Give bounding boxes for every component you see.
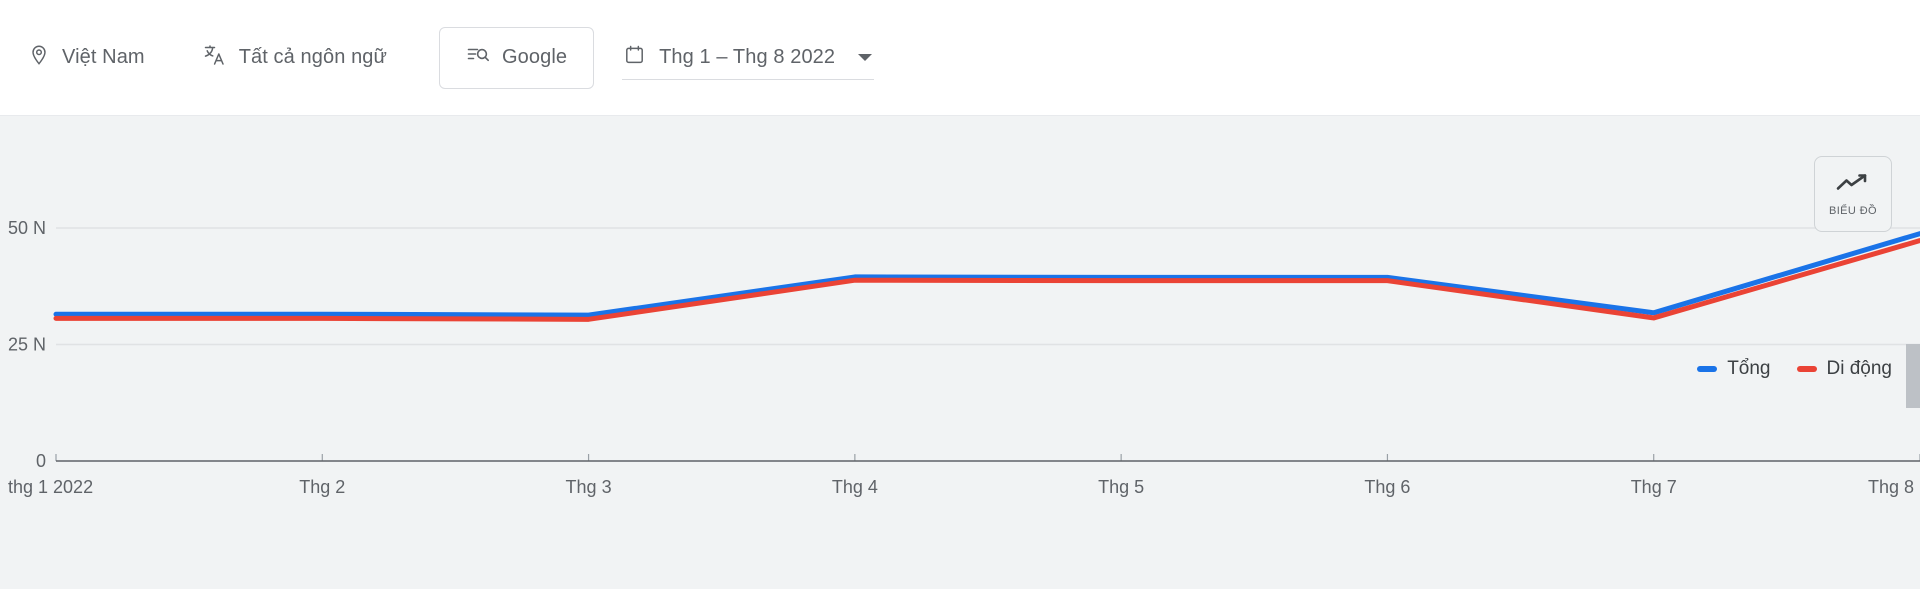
x-axis-labels: thg 1 2022 Thg 2 Thg 3 Thg 4 Thg 5 Thg 6 Thg 7… (8, 477, 1914, 497)
x-axis-ticks (55, 454, 1920, 461)
language-filter[interactable]: Tất cả ngôn ngữ (203, 38, 387, 78)
calendar-icon (624, 44, 645, 71)
chevron-down-icon[interactable] (858, 53, 873, 61)
x-axis-label: Thg 3 (566, 477, 612, 497)
chart-panel: 0 25 N 50 N thg 1 2022 Thg 2 Thg 3 Thg 4 Thg 5… (0, 116, 1920, 589)
y-axis-label: 50 N (8, 218, 46, 238)
x-axis-label: Thg 6 (1364, 477, 1410, 497)
x-axis-label: Thg 8 (1868, 477, 1914, 497)
series-lines (53, 231, 1920, 322)
date-range-filter[interactable]: Thg 1 – Thg 8 2022 (622, 36, 875, 80)
x-axis-label: Thg 5 (1098, 477, 1144, 497)
series-line-Di động (53, 238, 1920, 322)
chart-type-label: BIỂU ĐỒ (1828, 205, 1878, 217)
chart-legend: Tổng Di động (1697, 358, 1892, 380)
legend-item-total[interactable]: Tổng (1697, 358, 1771, 380)
source-filter-label: Google (502, 46, 568, 68)
source-filter[interactable]: Google (439, 26, 595, 89)
search-list-icon (466, 43, 490, 73)
series-line-Tổng (53, 231, 1920, 318)
vertical-scrollbar-thumb[interactable] (1906, 344, 1920, 408)
y-axis-label: 0 (36, 451, 46, 471)
y-axis-labels: 0 25 N 50 N (8, 218, 46, 471)
legend-label-mobile: Di động (1826, 358, 1893, 379)
region-filter-label: Việt Nam (62, 46, 145, 68)
translate-icon (203, 43, 227, 73)
chart-type-button[interactable]: BIỂU ĐỒ (1814, 156, 1892, 232)
line-chart-icon (1836, 171, 1870, 200)
x-axis-label: thg 1 2022 (8, 477, 93, 497)
x-axis-label: Thg 4 (832, 477, 878, 497)
trends-line-chart: 0 25 N 50 N thg 1 2022 Thg 2 Thg 3 Thg 4 Thg 5… (8, 218, 1920, 497)
legend-swatch-total (1697, 366, 1718, 372)
gridlines (56, 227, 1920, 346)
legend-item-mobile[interactable]: Di động (1796, 358, 1893, 380)
language-filter-label: Tất cả ngôn ngữ (238, 46, 388, 68)
filter-bar: Việt Nam Tất cả ngôn ngữ Google (0, 0, 1920, 116)
region-filter[interactable]: Việt Nam (28, 38, 145, 78)
x-axis-label: Thg 7 (1631, 477, 1677, 497)
legend-label-total: Tổng (1727, 358, 1771, 379)
x-axis-label: Thg 2 (299, 477, 345, 497)
legend-swatch-mobile (1796, 366, 1817, 372)
y-axis-label: 25 N (8, 335, 46, 355)
date-range-label: Thg 1 – Thg 8 2022 (659, 45, 836, 68)
location-pin-icon (28, 44, 50, 72)
